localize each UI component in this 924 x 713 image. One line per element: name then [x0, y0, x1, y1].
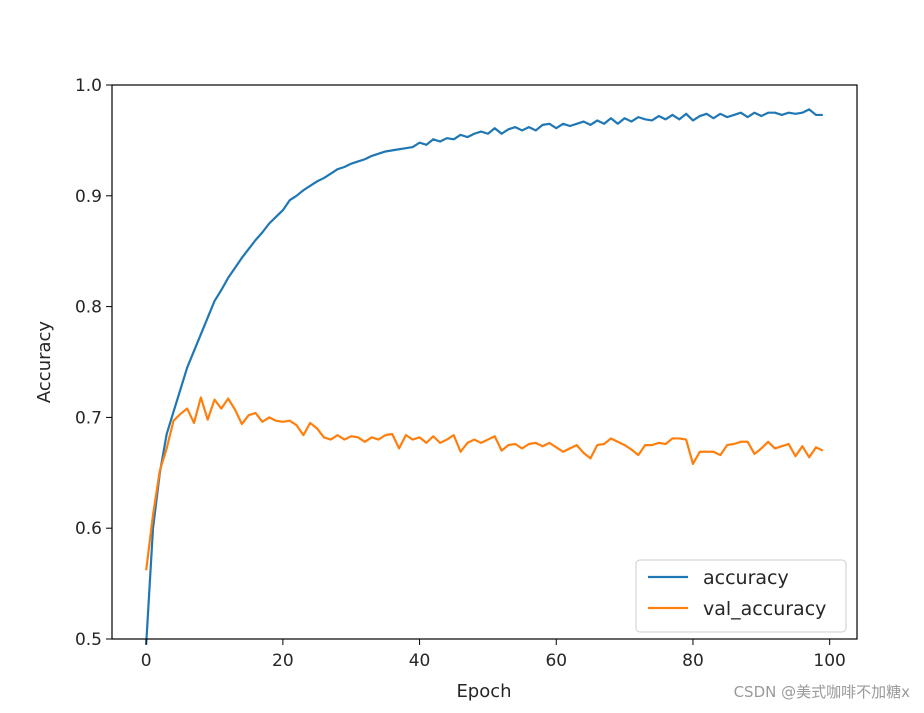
watermark-text: CSDN @美式咖啡不加糖x [733, 683, 910, 701]
legend: accuracy val_accuracy [635, 559, 847, 633]
y-tick-label: 0.9 [75, 187, 102, 207]
legend-label-val-accuracy: val_accuracy [703, 598, 826, 620]
x-axis-ticks: 0 20 40 60 80 100 [141, 639, 846, 671]
series-line-val-accuracy [145, 396, 824, 571]
x-tick-label: 80 [682, 651, 704, 671]
x-tick-label: 40 [409, 651, 431, 671]
y-tick-label: 0.5 [75, 630, 102, 650]
series-line-accuracy [145, 108, 823, 645]
x-tick-label: 100 [813, 651, 845, 671]
y-tick-label: 0.8 [75, 298, 102, 318]
x-axis-label: Epoch [456, 681, 511, 702]
legend-box [635, 559, 847, 633]
series-lines [145, 108, 824, 645]
x-tick-label: 0 [141, 651, 152, 671]
y-tick-label: 0.6 [75, 519, 102, 539]
legend-label-accuracy: accuracy [703, 567, 789, 589]
y-axis-label: Accuracy [34, 321, 55, 404]
y-tick-label: 1.0 [75, 76, 102, 96]
y-axis-ticks: 0.5 0.6 0.7 0.8 0.9 1.0 [75, 76, 112, 650]
x-tick-label: 20 [272, 651, 294, 671]
x-tick-label: 60 [545, 651, 567, 671]
plot-frame [111, 84, 858, 640]
y-tick-label: 0.7 [75, 408, 102, 428]
